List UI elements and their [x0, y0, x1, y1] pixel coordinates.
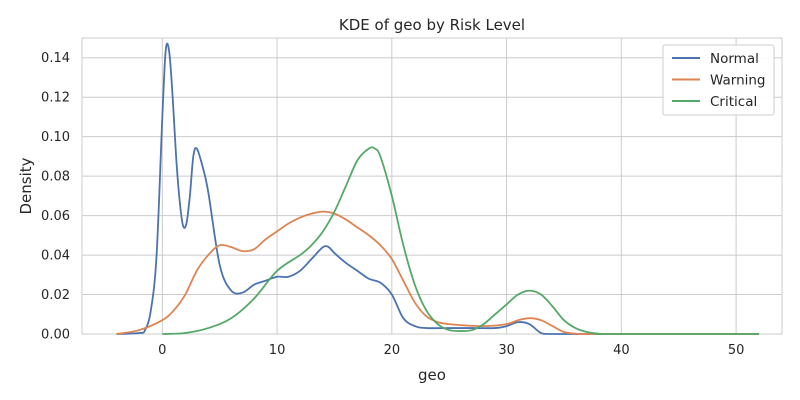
series-line-normal	[116, 42, 760, 335]
x-tick-label: 50	[728, 343, 745, 358]
y-tick-label: 0.14	[41, 51, 70, 66]
x-axis-label: geo	[418, 366, 446, 384]
series-line-warning	[116, 210, 760, 335]
x-tick-label: 20	[384, 343, 401, 358]
x-tick-label: 10	[269, 343, 286, 358]
chart-title: KDE of geo by Risk Level	[339, 16, 525, 34]
y-tick-label: 0.12	[41, 91, 70, 106]
x-tick-label: 30	[498, 343, 515, 358]
y-tick-labels: 0.00 0.02 0.04 0.06 0.08 0.10 0.12 0.14	[41, 51, 70, 342]
y-tick-label: 0.04	[41, 249, 70, 264]
y-tick-label: 0.10	[41, 130, 70, 145]
y-tick-label: 0.00	[41, 328, 70, 343]
legend-box	[662, 44, 775, 116]
x-tick-labels: 0 10 20 30 40 50	[158, 343, 744, 358]
y-tick-label: 0.06	[41, 209, 70, 224]
y-tick-label: 0.02	[41, 288, 70, 303]
y-axis-label: Density	[17, 157, 35, 214]
legend-label-warning: Warning	[710, 73, 766, 89]
y-tick-label: 0.08	[41, 170, 70, 185]
legend-label-critical: Critical	[710, 94, 757, 110]
x-tick-label: 40	[613, 343, 630, 358]
series-line-critical	[162, 146, 760, 335]
legend: Normal Warning Critical	[662, 44, 775, 116]
series-lines	[116, 42, 760, 335]
legend-label-normal: Normal	[710, 51, 759, 67]
x-tick-label: 0	[158, 343, 166, 358]
